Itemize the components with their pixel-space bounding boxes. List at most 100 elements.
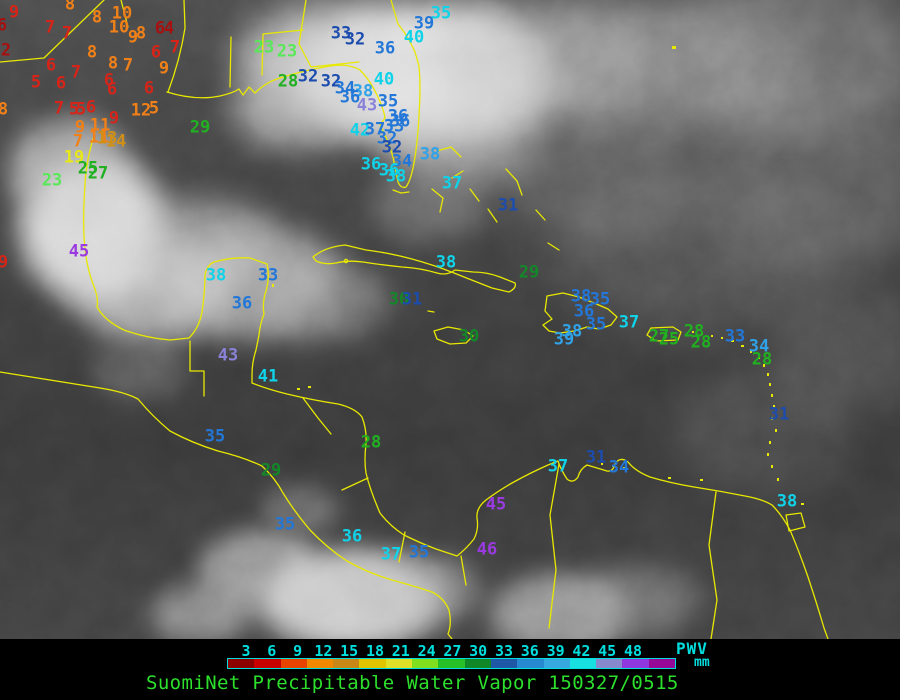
colorbar-tick-label: 39 bbox=[546, 642, 565, 660]
colorbar-tick-label: 45 bbox=[598, 642, 617, 660]
station-pwv-value: 45 bbox=[485, 494, 507, 515]
station-pwv-value: 38 bbox=[419, 144, 441, 165]
station-pwv-value: 9 bbox=[127, 27, 139, 48]
station-pwv-value: 7 bbox=[72, 131, 84, 152]
station-pwv-value: 36 bbox=[231, 293, 253, 314]
station-pwv-value: 34 bbox=[334, 78, 356, 99]
station-pwv-value: 23 bbox=[41, 170, 63, 191]
station-pwv-value: 6 bbox=[154, 18, 166, 39]
station-pwv-value: 36 bbox=[374, 38, 396, 59]
station-pwv-value: 32 bbox=[376, 128, 398, 149]
station-pwv-value: 35 bbox=[204, 426, 226, 447]
station-pwv-value: 36 bbox=[341, 526, 363, 547]
station-pwv-value: 36 bbox=[339, 87, 361, 108]
colorbar bbox=[227, 658, 676, 669]
colorbar-segment bbox=[543, 659, 570, 668]
legend: 3 6 9 12 15 18 21 24 27 30 33 36 39 42 45 48 PWV mm Suo… bbox=[0, 639, 900, 700]
station-pwv-value: 32 bbox=[381, 137, 403, 158]
station-pwv-value: 28 bbox=[683, 321, 705, 342]
colorbar-segment bbox=[254, 659, 281, 668]
station-pwv-value: 8 bbox=[64, 0, 76, 15]
colorbar-segment bbox=[280, 659, 307, 668]
colorbar-segment bbox=[569, 659, 597, 668]
colorbar-segment bbox=[490, 659, 518, 668]
station-pwv-value: 33 bbox=[330, 23, 352, 44]
station-pwv-value: 4 bbox=[163, 18, 175, 39]
colorbar-segment bbox=[596, 659, 623, 668]
station-pwv-value: 32 bbox=[297, 66, 319, 87]
station-pwv-value: 36 bbox=[573, 301, 595, 322]
station-pwv-value: 5 bbox=[148, 98, 160, 119]
station-pwv-value: 43 bbox=[356, 95, 378, 116]
station-pwv-value: 8 bbox=[135, 23, 147, 44]
station-pwv-value: 38 bbox=[561, 321, 583, 342]
colorbar-tick-label: 9 bbox=[293, 642, 303, 660]
colorbar-segment bbox=[517, 659, 544, 668]
colorbar-tick-label: 36 bbox=[520, 642, 539, 660]
colorbar-segment bbox=[359, 659, 386, 668]
station-pwv-value: 28 bbox=[277, 71, 299, 92]
station-pwv-value: 2 bbox=[0, 40, 12, 61]
station-pwv-value: 7 bbox=[122, 55, 134, 76]
station-pwv-value: 38 bbox=[205, 265, 227, 286]
station-pwv-value: 23 bbox=[253, 37, 275, 58]
map-title: SuomiNet Precipitable Water Vapor 150327… bbox=[146, 672, 679, 694]
station-pwv-value: 33 bbox=[724, 326, 746, 347]
station-pwv-value: 9 bbox=[158, 58, 170, 79]
colorbar-segment bbox=[412, 659, 439, 668]
station-pwv-value: 31 bbox=[768, 404, 790, 425]
station-pwv-value: 43 bbox=[217, 345, 239, 366]
station-pwv-value: 11 bbox=[88, 127, 110, 148]
station-pwv-value: 5 bbox=[30, 72, 42, 93]
station-pwv-value: 34 bbox=[748, 336, 770, 357]
station-pwv-value: 41 bbox=[257, 366, 279, 387]
station-pwv-value: 27 bbox=[648, 326, 670, 347]
station-pwv-value: 28 bbox=[360, 432, 382, 453]
station-pwv-value: 38 bbox=[435, 252, 457, 273]
station-pwv-value: 34 bbox=[608, 457, 630, 478]
station-pwv-value: 46 bbox=[476, 539, 498, 560]
station-pwv-value: 30 bbox=[388, 289, 410, 310]
colorbar-segment bbox=[464, 659, 491, 668]
station-pwv-value: 36 bbox=[387, 106, 409, 127]
station-pwv-value: 35 bbox=[589, 289, 611, 310]
station-pwv-value: 14 bbox=[105, 131, 127, 152]
satellite-imagery: 9 8 8 10 6 7 7 10 9 8 6 4 2 8 6 7 6 8 7 9 7 5 6 6 6 6 23 23 28 8 7 5 5 6 1… bbox=[0, 0, 900, 639]
station-pwv-value: 35 bbox=[430, 3, 452, 24]
colorbar-segment bbox=[306, 659, 334, 668]
colorbar-segment bbox=[228, 659, 255, 668]
station-pwv-value: 8 bbox=[86, 42, 98, 63]
station-pwv-value: 25 bbox=[658, 329, 680, 350]
station-pwv-value: 28 bbox=[690, 332, 712, 353]
station-pwv-value: 37 bbox=[380, 544, 402, 565]
colorbar-tick-label: 3 bbox=[241, 642, 251, 660]
station-pwv-value: 8 bbox=[0, 99, 9, 120]
colorbar-segment bbox=[622, 659, 649, 668]
station-pwv-value: 38 bbox=[385, 166, 407, 187]
station-pwv-value: 6 bbox=[143, 78, 155, 99]
station-pwv-value: 36 bbox=[360, 154, 382, 175]
station-pwv-value: 6 bbox=[150, 42, 162, 63]
station-pwv-value: 39 bbox=[413, 13, 435, 34]
station-pwv-value: 35 bbox=[408, 542, 430, 563]
station-pwv-value: 9 bbox=[74, 117, 86, 138]
small-islands bbox=[272, 46, 804, 505]
station-pwv-value: 31 bbox=[401, 289, 423, 310]
station-pwv-value: 37 bbox=[547, 456, 569, 477]
station-pwv-value: 10 bbox=[111, 3, 133, 24]
colorbar-tick-label: 24 bbox=[417, 642, 436, 660]
colorbar-segment bbox=[333, 659, 360, 668]
station-pwv-value: 7 bbox=[169, 37, 181, 58]
station-pwv-value: 38 bbox=[352, 81, 374, 102]
colorbar-tick-label: 6 bbox=[267, 642, 277, 660]
station-pwv-value: 27 bbox=[87, 163, 109, 184]
colorbar-segment bbox=[438, 659, 465, 668]
station-pwv-value: 35 bbox=[377, 91, 399, 112]
station-pwv-value: 29 bbox=[189, 117, 211, 138]
coastline-overlay bbox=[0, 0, 829, 639]
station-pwv-value: 30 bbox=[458, 326, 480, 347]
colorbar-tick-label: 21 bbox=[391, 642, 410, 660]
station-pwv-value: 37 bbox=[364, 119, 386, 140]
station-pwv-value: 8 bbox=[91, 7, 103, 28]
station-pwv-value: 7 bbox=[70, 62, 82, 83]
